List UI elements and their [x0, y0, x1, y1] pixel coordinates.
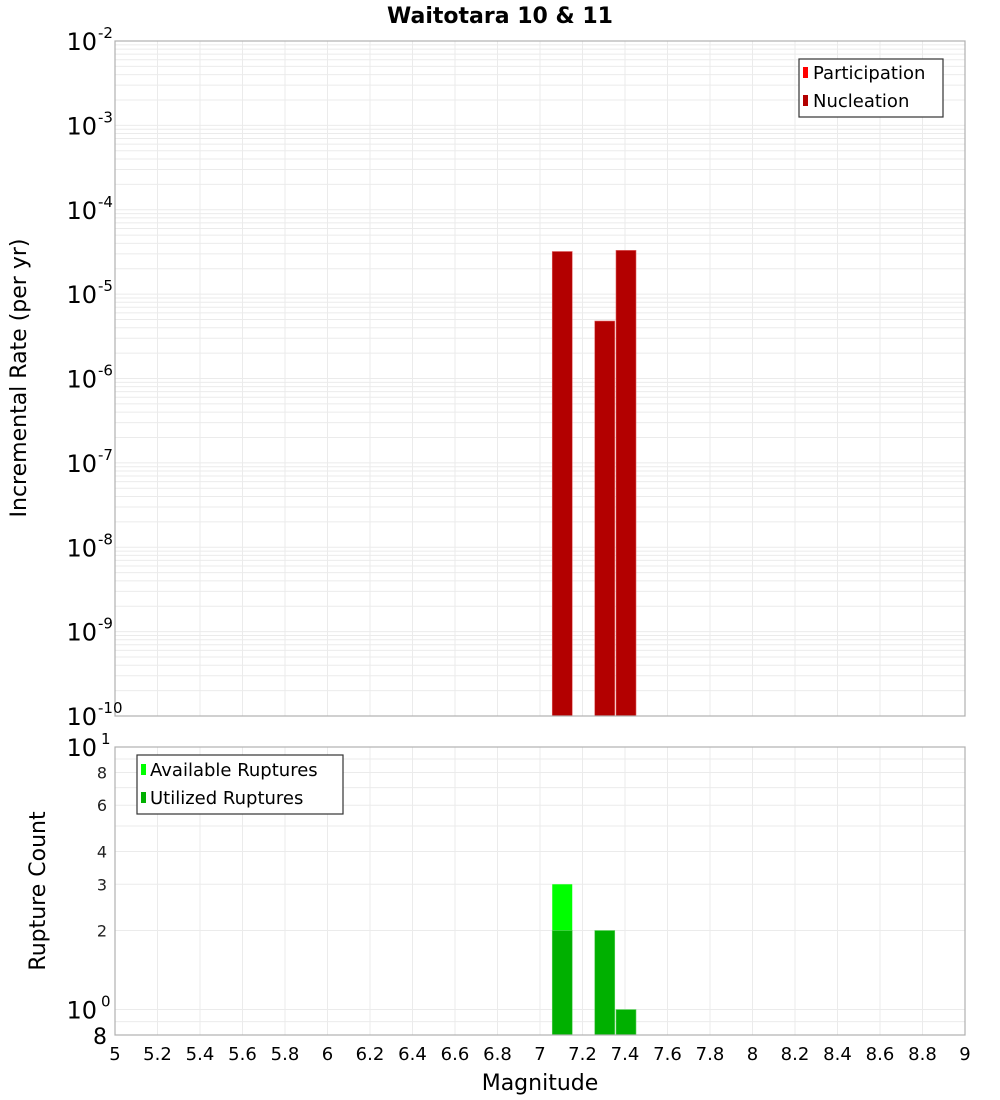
bottom-y-axis-label: Rupture Count — [26, 811, 51, 971]
y-tick-label: 10 — [66, 450, 97, 478]
top-legend: Participation Nucleation — [798, 58, 944, 118]
y-tick-minor: 6 — [97, 796, 107, 815]
x-tick-label: 7.4 — [611, 1044, 640, 1065]
utilized-bar — [615, 1009, 637, 1036]
x-tick-label: 8 — [747, 1044, 758, 1065]
legend-utilized-ruptures: Utilized Ruptures — [150, 788, 303, 809]
legend-participation: Participation — [813, 63, 925, 84]
nucleation-bar — [615, 250, 637, 717]
y-tick-exponent: -10 — [98, 699, 123, 717]
top-grid — [114, 41, 966, 717]
bottom-legend: Available Ruptures Utilized Ruptures — [136, 754, 344, 815]
y-tick-exponent: -6 — [98, 362, 113, 380]
y-tick-label: 10 — [66, 619, 97, 647]
available-swatch-icon — [141, 764, 146, 775]
top-y-axis-label: Incremental Rate (per yr) — [7, 239, 32, 518]
y-tick-label: 10 — [66, 197, 97, 225]
y-tick-exponent: -2 — [98, 24, 113, 42]
y-tick-minor: 8 — [93, 1025, 107, 1050]
y-tick-label: 10 — [66, 281, 97, 309]
nucleation-swatch-icon — [803, 95, 808, 106]
x-tick-label: 5.2 — [143, 1044, 172, 1065]
y-tick-exponent: -7 — [98, 446, 113, 464]
x-tick-label: 7.6 — [653, 1044, 682, 1065]
y-tick-label: 10 — [66, 534, 97, 562]
y-tick-exponent: -9 — [98, 615, 113, 633]
x-tick-label: 8.6 — [866, 1044, 895, 1065]
utilized-swatch-icon — [141, 792, 146, 803]
x-tick-label: 5.8 — [271, 1044, 300, 1065]
x-tick-label: 6.4 — [398, 1044, 427, 1065]
bottom-grid — [114, 746, 966, 1036]
x-tick-label: 6.6 — [441, 1044, 470, 1065]
x-tick-label: 6.8 — [483, 1044, 512, 1065]
nucleation-bar — [594, 320, 616, 717]
utilized-bar — [594, 930, 616, 1036]
y-tick-exponent: -3 — [98, 108, 113, 126]
nucleation-bar — [551, 251, 573, 717]
bottom-bars — [551, 884, 637, 1036]
x-tick-label: 7 — [534, 1044, 545, 1065]
chart-title: Waitotara 10 & 11 — [387, 4, 613, 29]
y-tick-exponent: 1 — [101, 730, 111, 748]
x-axis-label: Magnitude — [482, 1071, 599, 1096]
participation-swatch-icon — [803, 67, 808, 78]
x-tick-label: 9 — [959, 1044, 970, 1065]
top-y-ticks: 10-210-310-410-510-610-710-810-910-10 — [66, 24, 122, 731]
y-tick-minor: 4 — [97, 842, 107, 861]
y-tick-minor: 8 — [97, 763, 107, 782]
y-tick-label: 10 — [66, 112, 97, 140]
y-tick-label: 10 — [66, 366, 97, 394]
y-tick-label: 10 — [66, 28, 97, 56]
x-tick-label: 7.2 — [568, 1044, 597, 1065]
y-tick-label: 10 — [66, 734, 97, 762]
y-tick-minor: 3 — [97, 875, 107, 894]
utilized-bar — [551, 930, 573, 1036]
y-tick-exponent: 0 — [101, 993, 111, 1011]
top-bars — [551, 250, 637, 717]
y-tick-label: 10 — [66, 703, 97, 731]
legend-nucleation: Nucleation — [813, 91, 909, 112]
x-tick-label: 8.2 — [781, 1044, 810, 1065]
y-tick-label: 10 — [66, 997, 97, 1025]
top-plot: 10-210-310-410-510-610-710-810-910-10 In… — [7, 24, 966, 731]
x-tick-label: 8.8 — [908, 1044, 937, 1065]
legend-available-ruptures: Available Ruptures — [150, 760, 318, 781]
x-axis-ticks: 5 5.2 5.4 5.6 5.8 6 6.2 6.4 6.6 6.8 7 7.2 7.4 7.6 7.8 8… — [109, 1044, 970, 1065]
y-tick-exponent: -8 — [98, 530, 113, 548]
x-tick-label: 5.4 — [186, 1044, 215, 1065]
y-tick-exponent: -4 — [98, 193, 113, 211]
x-tick-label: 5 — [109, 1044, 120, 1065]
x-tick-label: 7.8 — [696, 1044, 725, 1065]
x-tick-label: 6.2 — [356, 1044, 385, 1065]
x-tick-label: 8.4 — [823, 1044, 852, 1065]
x-tick-label: 6 — [322, 1044, 333, 1065]
x-tick-label: 5.6 — [228, 1044, 257, 1065]
y-tick-minor: 2 — [97, 922, 107, 941]
y-tick-exponent: -5 — [98, 277, 113, 295]
